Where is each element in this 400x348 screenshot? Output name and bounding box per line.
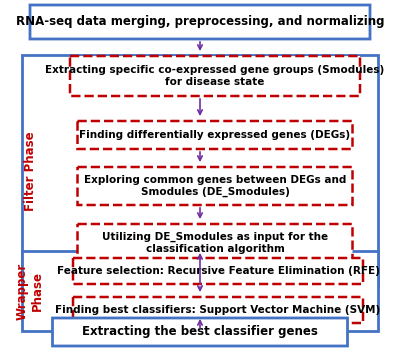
Text: Finding best classifiers: Support Vector Machine (SVM): Finding best classifiers: Support Vector… (55, 305, 381, 315)
Text: Finding differentially expressed genes (DEGs): Finding differentially expressed genes (… (80, 130, 350, 140)
Text: Filter Phase: Filter Phase (24, 131, 36, 211)
Text: Utilizing DE_Smodules as input for the
classification algorithm: Utilizing DE_Smodules as input for the c… (102, 232, 328, 254)
FancyBboxPatch shape (78, 167, 352, 205)
Text: Feature selection: Recursive Feature Elimination (RFE): Feature selection: Recursive Feature Eli… (56, 266, 380, 276)
Bar (22, 251, 378, 331)
FancyBboxPatch shape (70, 56, 360, 96)
FancyBboxPatch shape (78, 224, 352, 262)
Text: RNA-seq data merging, preprocessing, and normalizing: RNA-seq data merging, preprocessing, and… (16, 16, 384, 29)
Text: Wrapper
Phase: Wrapper Phase (16, 262, 44, 319)
Text: Extracting specific co-expressed gene groups (Smodules)
for disease state: Extracting specific co-expressed gene gr… (45, 65, 385, 87)
Text: Exploring common genes between DEGs and
Smodules (DE_Smodules): Exploring common genes between DEGs and … (84, 175, 346, 197)
FancyBboxPatch shape (30, 5, 370, 39)
FancyBboxPatch shape (73, 258, 363, 284)
FancyBboxPatch shape (73, 297, 363, 323)
FancyBboxPatch shape (52, 318, 348, 346)
FancyBboxPatch shape (78, 121, 352, 149)
Text: Extracting the best classifier genes: Extracting the best classifier genes (82, 325, 318, 339)
Bar (22, 55, 378, 287)
